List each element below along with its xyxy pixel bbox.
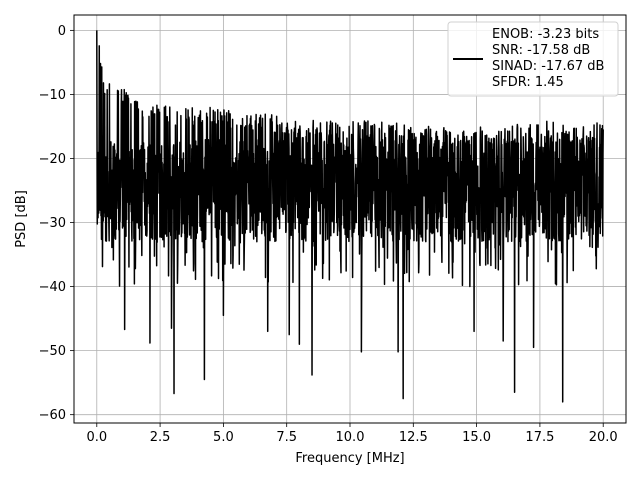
legend-line-sfdr: SFDR: 1.45 bbox=[492, 75, 564, 90]
x-tick-label: 17.5 bbox=[525, 430, 554, 445]
y-tick-label: −60 bbox=[39, 408, 66, 423]
x-tick-label: 10.0 bbox=[336, 430, 365, 445]
legend-line-snr: SNR: -17.58 dB bbox=[492, 43, 590, 58]
y-tick-label: −10 bbox=[39, 88, 66, 103]
x-tick-label: 20.0 bbox=[589, 430, 618, 445]
y-tick-label: −50 bbox=[39, 344, 66, 359]
y-axis-ticks: 0 −10 −20 −30 −40 −50 −60 bbox=[39, 24, 74, 423]
x-tick-label: 12.5 bbox=[399, 430, 428, 445]
legend-line-sinad: SINAD: -17.67 dB bbox=[492, 59, 604, 74]
legend: ENOB: -3.23 bits SNR: -17.58 dB SINAD: -… bbox=[447, 21, 619, 97]
y-tick-label: −40 bbox=[39, 280, 66, 295]
y-tick-label: −30 bbox=[39, 216, 66, 231]
x-axis-label: Frequency [MHz] bbox=[295, 451, 404, 466]
x-tick-label: 5.0 bbox=[213, 430, 234, 445]
y-tick-label: 0 bbox=[58, 24, 66, 39]
x-tick-label: 15.0 bbox=[462, 430, 491, 445]
x-tick-label: 7.5 bbox=[276, 430, 297, 445]
y-axis-label: PSD [dB] bbox=[14, 190, 29, 248]
x-axis-ticks: 0.0 2.5 5.0 7.5 10.0 12.5 15.0 17.5 20.0 bbox=[86, 423, 618, 445]
x-tick-label: 0.0 bbox=[86, 430, 107, 445]
legend-line-enob: ENOB: -3.23 bits bbox=[492, 27, 599, 42]
psd-series-line bbox=[96, 30, 604, 403]
y-tick-label: −20 bbox=[39, 152, 66, 167]
legend-box bbox=[447, 21, 619, 97]
x-tick-label: 2.5 bbox=[150, 430, 171, 445]
